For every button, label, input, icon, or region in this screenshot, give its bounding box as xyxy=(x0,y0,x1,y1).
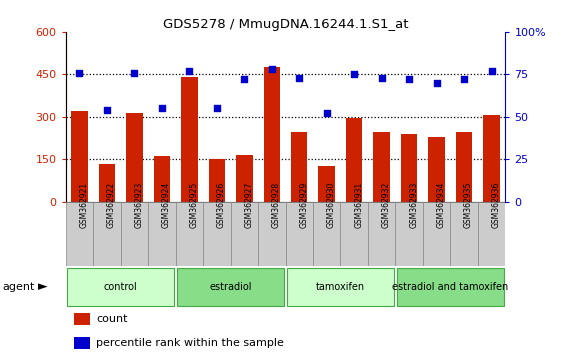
Bar xyxy=(99,164,115,202)
Bar xyxy=(263,67,280,202)
Bar xyxy=(428,137,445,202)
Text: ►: ► xyxy=(38,280,48,293)
Text: count: count xyxy=(96,314,128,324)
Point xyxy=(377,75,386,81)
Text: agent: agent xyxy=(3,282,35,292)
Point xyxy=(349,72,359,77)
Point xyxy=(212,105,222,111)
Point xyxy=(432,80,441,86)
Bar xyxy=(451,202,478,266)
Bar xyxy=(236,155,252,202)
Point xyxy=(240,76,249,82)
Bar xyxy=(395,202,423,266)
Bar xyxy=(319,166,335,202)
Bar xyxy=(291,132,307,202)
Bar xyxy=(313,202,340,266)
Point xyxy=(102,107,111,113)
Point xyxy=(295,75,304,81)
Text: GSM362927: GSM362927 xyxy=(244,182,254,228)
Text: GSM362926: GSM362926 xyxy=(217,182,226,228)
Bar xyxy=(71,111,88,202)
Point xyxy=(487,68,496,74)
Point xyxy=(157,105,166,111)
Bar xyxy=(346,118,363,202)
Point xyxy=(75,70,84,75)
Bar xyxy=(120,202,148,266)
Point xyxy=(405,76,414,82)
Text: GSM362924: GSM362924 xyxy=(162,182,171,228)
Bar xyxy=(126,113,143,202)
Text: GSM362936: GSM362936 xyxy=(492,182,501,228)
Text: GSM362929: GSM362929 xyxy=(299,182,308,228)
Bar xyxy=(340,202,368,266)
Bar xyxy=(401,134,417,202)
Bar xyxy=(203,202,231,266)
Text: control: control xyxy=(104,282,138,292)
Text: estradiol and tamoxifen: estradiol and tamoxifen xyxy=(392,282,509,292)
Bar xyxy=(423,202,451,266)
Bar xyxy=(373,132,390,202)
Text: estradiol: estradiol xyxy=(210,282,252,292)
Point xyxy=(460,76,469,82)
Text: GDS5278 / MmugDNA.16244.1.S1_at: GDS5278 / MmugDNA.16244.1.S1_at xyxy=(163,18,408,31)
Text: GSM362935: GSM362935 xyxy=(464,182,473,228)
Text: GSM362922: GSM362922 xyxy=(107,182,116,228)
Bar xyxy=(74,313,90,325)
Text: GSM362921: GSM362921 xyxy=(79,182,89,228)
Bar xyxy=(154,156,170,202)
FancyBboxPatch shape xyxy=(177,268,284,306)
Bar xyxy=(176,202,203,266)
Bar xyxy=(66,202,93,266)
Point xyxy=(267,67,276,72)
Bar xyxy=(286,202,313,266)
Text: GSM362923: GSM362923 xyxy=(134,182,143,228)
FancyBboxPatch shape xyxy=(287,268,394,306)
Bar xyxy=(148,202,176,266)
Point xyxy=(130,70,139,75)
Text: GSM362928: GSM362928 xyxy=(272,182,281,228)
Bar xyxy=(258,202,286,266)
Point xyxy=(185,68,194,74)
Point xyxy=(322,110,331,116)
Text: GSM362934: GSM362934 xyxy=(437,182,445,228)
Bar xyxy=(478,202,505,266)
Bar xyxy=(93,202,120,266)
Text: tamoxifen: tamoxifen xyxy=(316,282,365,292)
Bar xyxy=(368,202,395,266)
Bar xyxy=(74,337,90,349)
Text: percentile rank within the sample: percentile rank within the sample xyxy=(96,338,284,348)
Bar xyxy=(208,159,225,202)
Text: GSM362933: GSM362933 xyxy=(409,182,418,228)
Text: GSM362930: GSM362930 xyxy=(327,182,336,228)
Bar xyxy=(231,202,258,266)
FancyBboxPatch shape xyxy=(397,268,504,306)
Text: GSM362931: GSM362931 xyxy=(354,182,363,228)
FancyBboxPatch shape xyxy=(67,268,174,306)
Bar xyxy=(483,115,500,202)
Text: GSM362925: GSM362925 xyxy=(190,182,198,228)
Bar xyxy=(181,77,198,202)
Text: GSM362932: GSM362932 xyxy=(381,182,391,228)
Bar xyxy=(456,132,472,202)
